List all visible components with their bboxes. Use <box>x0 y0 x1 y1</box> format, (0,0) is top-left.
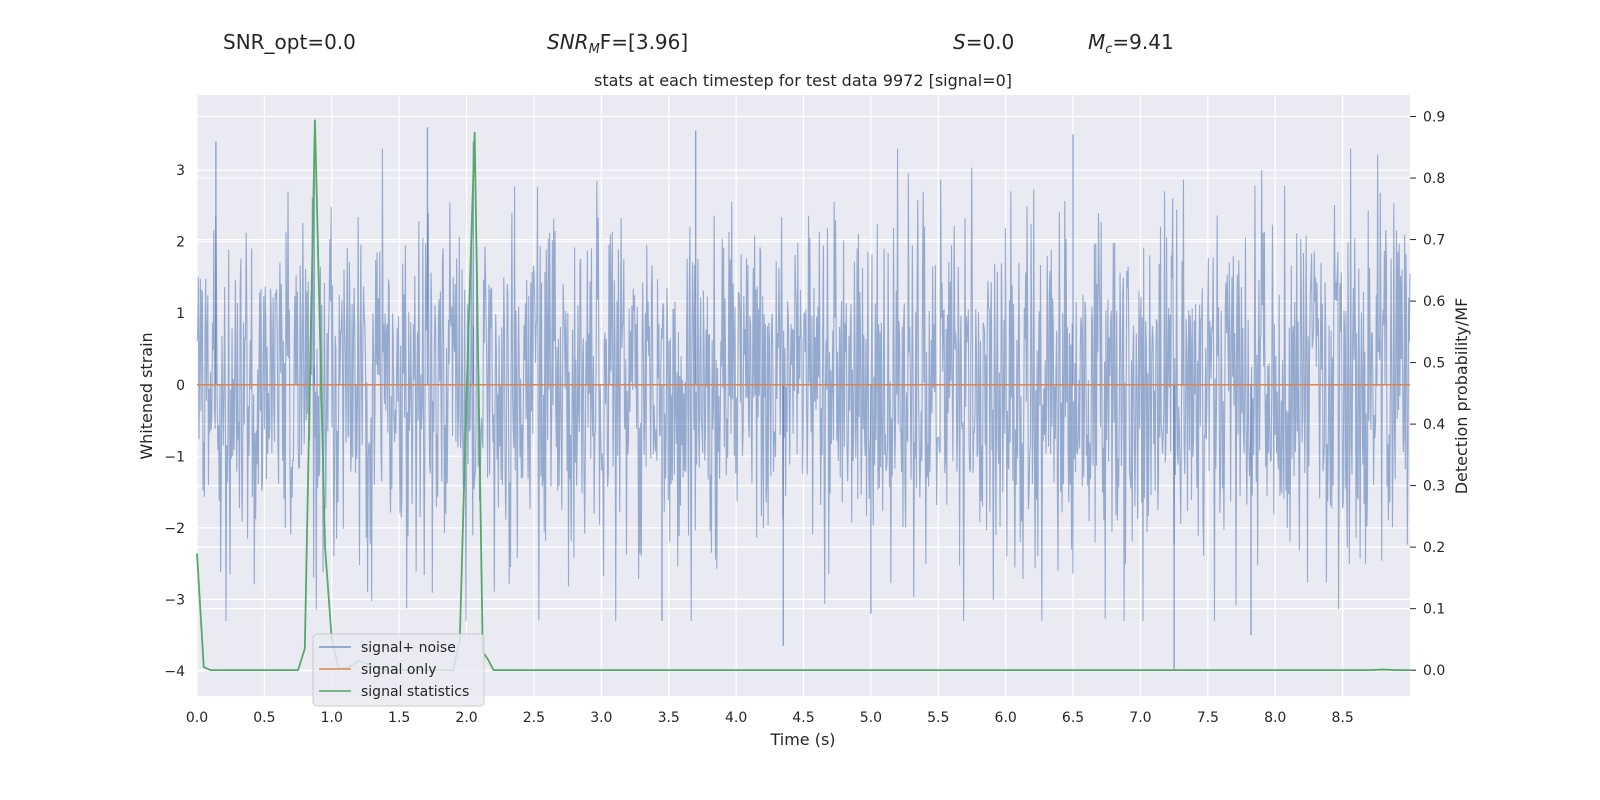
x-tick-label: 2.5 <box>523 710 545 726</box>
y-axis-ticks: 3 2 1 0 −1 −2 −3 −4 <box>164 163 185 680</box>
x-axis-label: Time (s) <box>769 730 835 749</box>
snr-mf-label: SNRMF=[3.96] <box>547 30 689 57</box>
y-tick-label: −4 <box>164 664 185 680</box>
y2-tick-label: 0.9 <box>1423 110 1445 126</box>
y-axis-label: Whitened strain <box>137 332 156 459</box>
x-tick-label: 4.5 <box>792 710 814 726</box>
x-tick-label: 5.0 <box>860 710 882 726</box>
y2-tick-label: 0.8 <box>1423 171 1445 187</box>
y2-axis-label: Detection probability/MF <box>1452 298 1471 495</box>
x-axis-ticks: 0.0 0.5 1.0 1.5 2.0 2.5 3.0 3.5 4.0 4.5 5.0 5.5 6.0 6… <box>186 710 1354 726</box>
y2-tick-label: 0.1 <box>1423 602 1445 618</box>
y2-tick-label: 0.7 <box>1423 233 1445 249</box>
s-label: S=0.0 <box>953 30 1015 54</box>
y2-tick-label: 0.2 <box>1423 540 1445 556</box>
y-tick-label: −1 <box>164 449 185 465</box>
x-tick-label: 4.0 <box>725 710 747 726</box>
y-tick-label: 0 <box>176 378 185 394</box>
x-tick-label: 2.0 <box>455 710 477 726</box>
y-tick-label: 3 <box>176 163 185 179</box>
x-tick-label: 1.5 <box>388 710 410 726</box>
y-tick-label: −3 <box>164 592 185 608</box>
y2-tick-label: 0.4 <box>1423 417 1445 433</box>
y2-axis-ticks: 0.9 0.8 0.7 0.6 0.5 0.4 0.3 0.2 0.1 0.0 <box>1410 110 1445 679</box>
mc-label: Mc=9.41 <box>1088 30 1174 57</box>
x-tick-label: 7.0 <box>1129 710 1151 726</box>
x-tick-label: 5.5 <box>927 710 949 726</box>
y2-tick-label: 0.3 <box>1423 479 1445 495</box>
x-tick-label: 8.5 <box>1331 710 1353 726</box>
signal-noise-line <box>196 148 1411 621</box>
signal-noise-series <box>196 127 1411 671</box>
legend-entry: signal only <box>361 662 436 678</box>
chart-title: stats at each timestep for test data 997… <box>594 71 1012 90</box>
x-tick-label: 6.0 <box>995 710 1017 726</box>
legend-box <box>312 633 485 707</box>
x-tick-label: 3.0 <box>590 710 612 726</box>
y-tick-label: 2 <box>176 235 185 251</box>
x-tick-label: 8.0 <box>1264 710 1286 726</box>
legend-entry: signal statistics <box>361 684 469 700</box>
y2-tick-label: 0.6 <box>1423 294 1445 310</box>
y2-tick-label: 0.0 <box>1423 663 1445 679</box>
y-tick-label: 1 <box>176 306 185 322</box>
x-tick-label: 1.0 <box>321 710 343 726</box>
x-tick-label: 7.5 <box>1197 710 1219 726</box>
x-tick-label: 6.5 <box>1062 710 1084 726</box>
snr-opt-label: SNR_opt=0.0 <box>223 30 356 54</box>
legend-entry: signal+ noise <box>361 640 456 656</box>
x-tick-label: 3.5 <box>658 710 680 726</box>
y2-tick-label: 0.5 <box>1423 356 1445 372</box>
x-tick-label: 0.0 <box>186 710 208 726</box>
legend: signal+ noise signal only signal statistic… <box>312 633 485 707</box>
y-tick-label: −2 <box>164 521 185 537</box>
x-tick-label: 0.5 <box>253 710 275 726</box>
